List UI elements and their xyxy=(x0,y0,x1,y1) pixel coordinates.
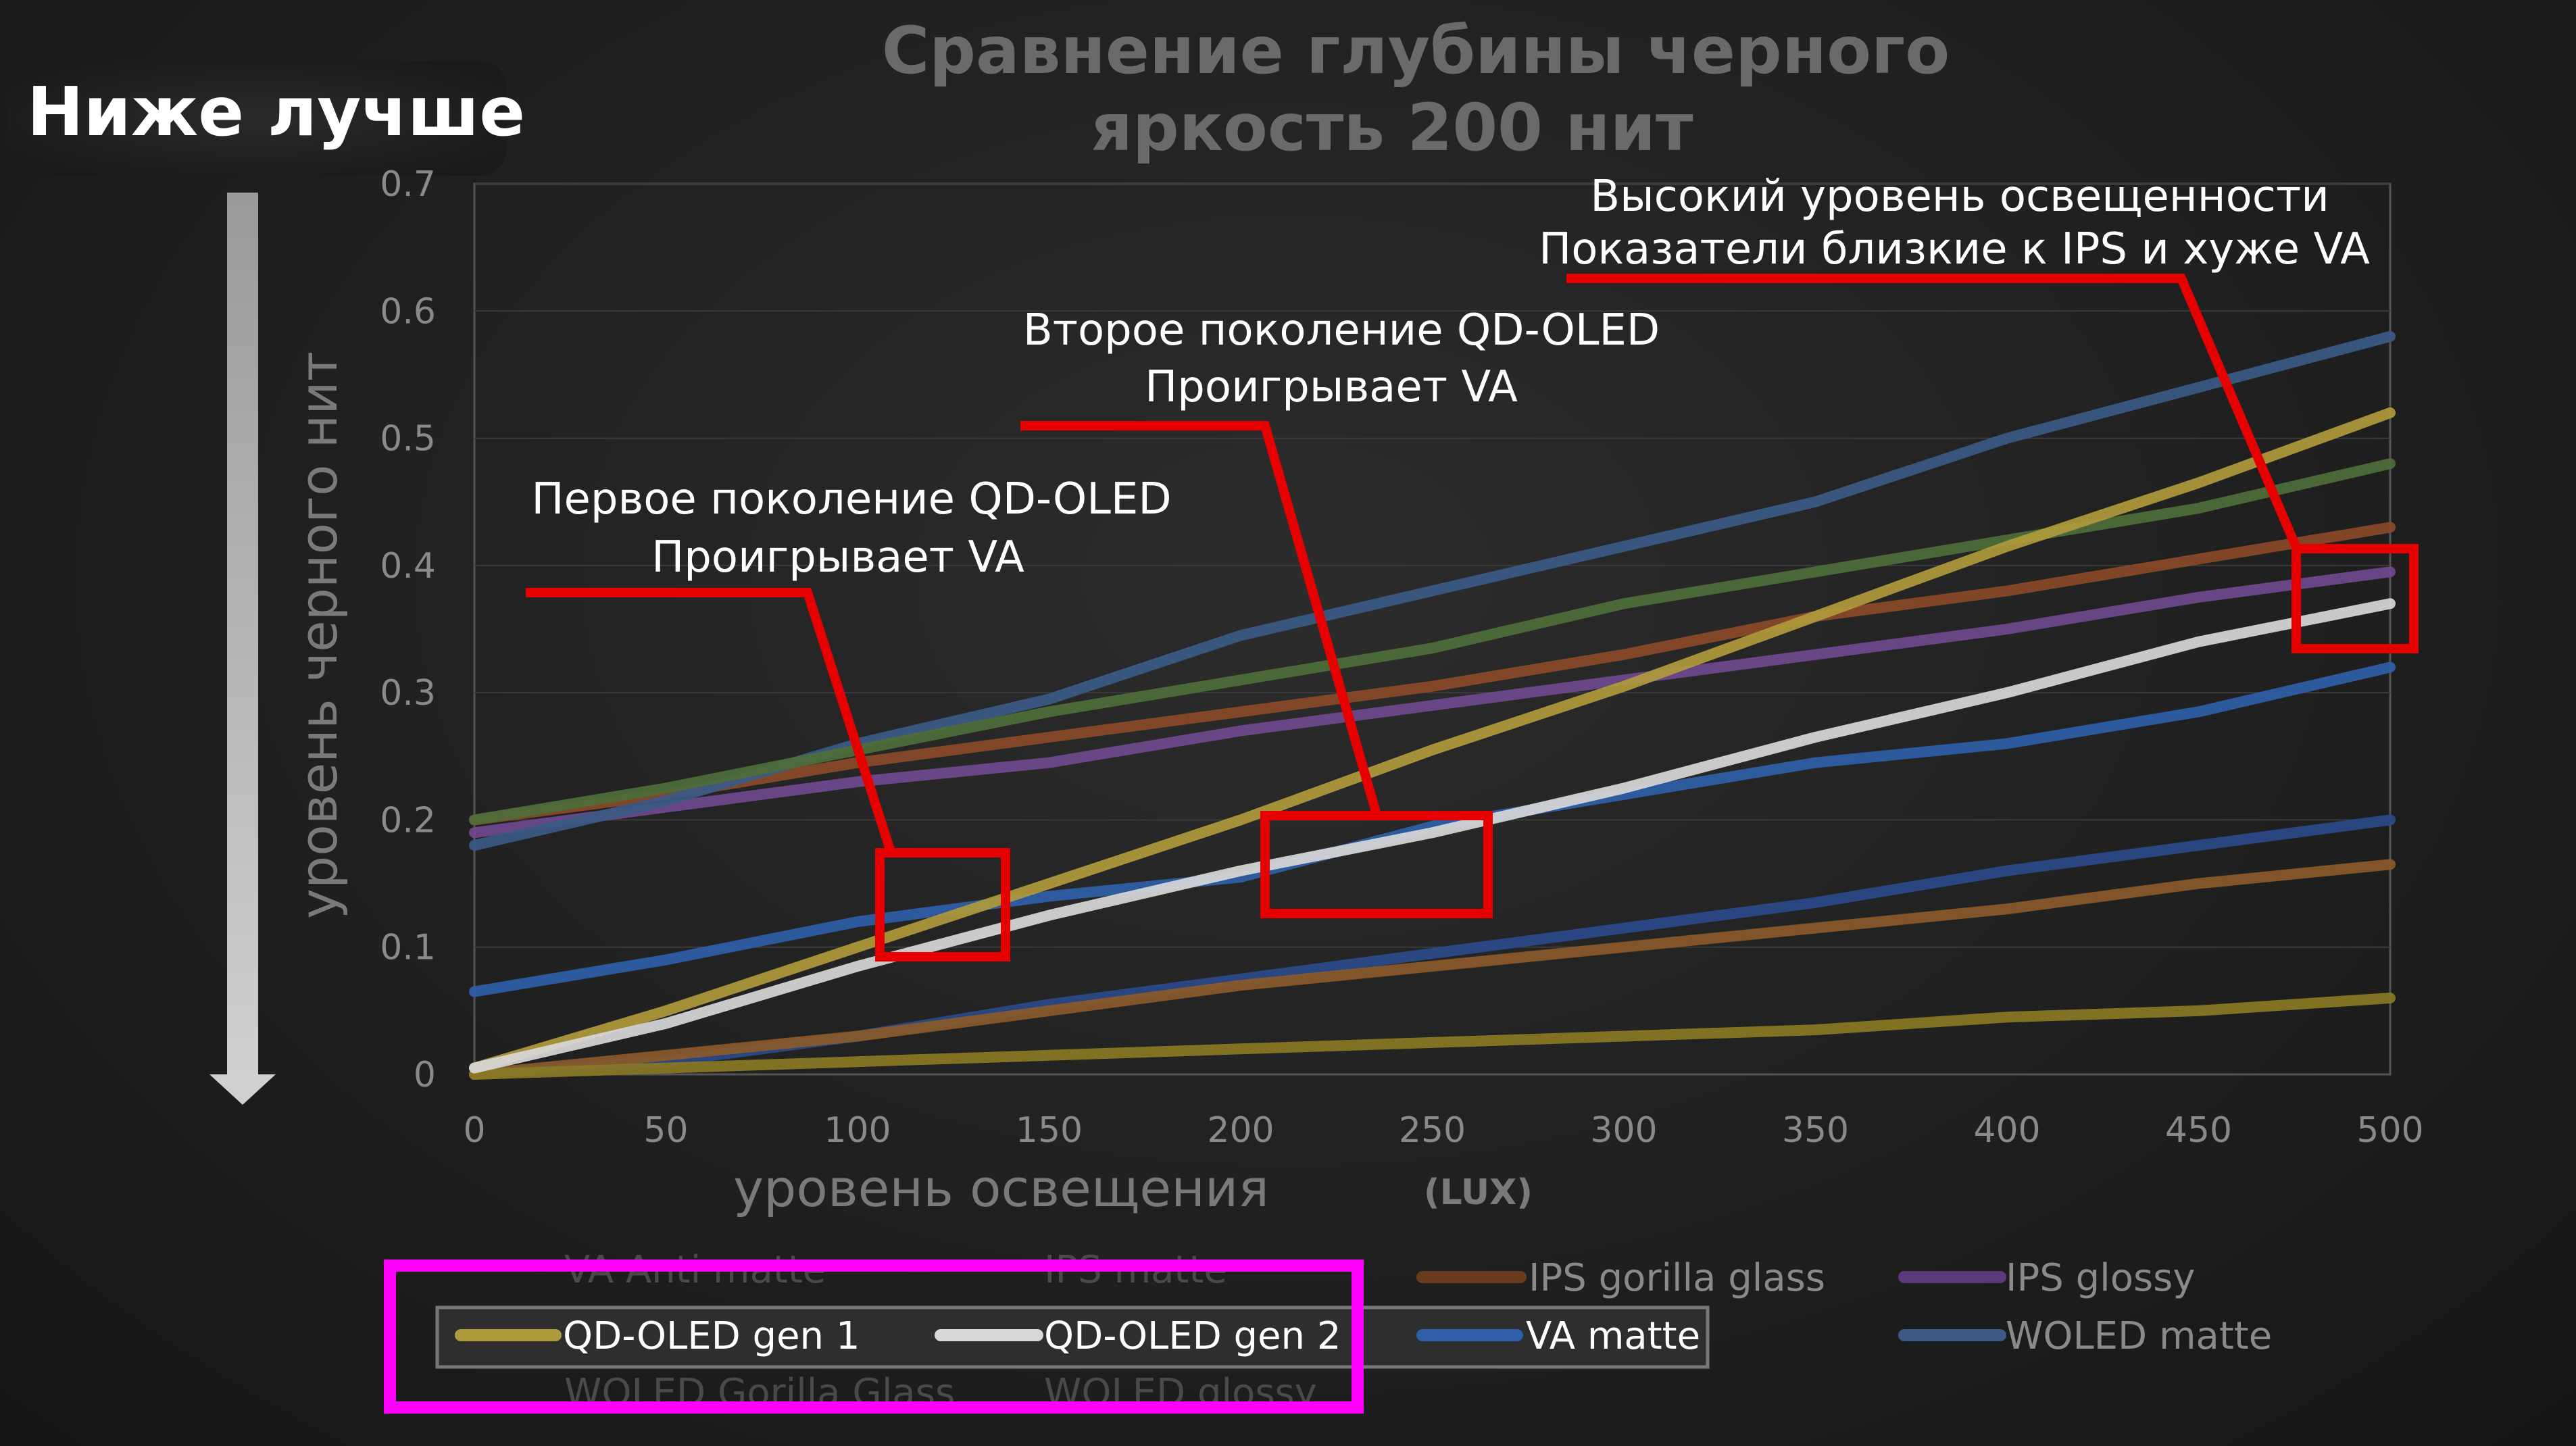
down-arrow-icon xyxy=(209,193,276,1105)
x-tick-label: 250 xyxy=(1399,1110,1466,1151)
series-lines xyxy=(469,330,2396,1080)
annotation-1-box xyxy=(875,848,1010,962)
series-line-unlabeled-7 xyxy=(469,993,2396,1080)
x-tick-label: 200 xyxy=(1207,1110,1274,1151)
x-axis-label: уровень освещения xyxy=(733,1158,1269,1218)
annotation-3-pointer xyxy=(1566,274,2301,549)
legend-label-ips-gorilla-glass: IPS gorilla glass xyxy=(1529,1256,1825,1300)
annotation-3-box xyxy=(2292,544,2419,653)
annotation-3-line-1: Высокий уровень освещенности xyxy=(1590,172,2329,222)
legend-label-va-matte: VA matte xyxy=(1526,1314,1700,1358)
annotation-1-line-1: Первое поколение QD-OLED xyxy=(531,474,1171,524)
annotation-2-line-1: Второе поколение QD-OLED xyxy=(1023,305,1660,355)
legend-label-qd-oled-gen-1: QD-OLED gen 1 xyxy=(563,1314,860,1358)
annotation-1-pointer xyxy=(526,588,895,853)
x-tick-label: 500 xyxy=(2356,1110,2423,1151)
annotation-2-box xyxy=(1260,811,1493,918)
x-axis-unit: (LUX) xyxy=(1424,1172,1533,1213)
legend-highlight-box xyxy=(384,1260,1364,1414)
chart-title-line-1: Сравнение глубины черного xyxy=(882,13,1950,89)
annotation-2-line-2: Проигрывает VA xyxy=(1145,362,1518,412)
series-line-qd-oled-gen-2 xyxy=(469,598,2396,1074)
y-tick-label: 0.6 xyxy=(380,291,436,332)
y-tick-label: 0 xyxy=(414,1055,436,1095)
y-tick-labels: 0 0.1 0.2 0.3 0.4 0.5 0.6 0.7 xyxy=(380,164,436,1095)
y-tick-label: 0.4 xyxy=(380,546,436,587)
x-tick-label: 450 xyxy=(2165,1110,2232,1151)
y-tick-label: 0.5 xyxy=(380,419,436,459)
series-line-unlabeled-6 xyxy=(469,859,2396,1080)
x-tick-label: 400 xyxy=(1973,1110,2040,1151)
y-tick-label: 0.2 xyxy=(380,800,436,841)
annotation-2-pointer xyxy=(1020,421,1381,816)
annotation-3-line-2: Показатели близкие к IPS и хуже VA xyxy=(1539,224,2370,274)
x-tick-labels: 0 50 100 150 200 250 300 350 400 450 500 xyxy=(463,1110,2423,1151)
legend-label-woled-matte: WOLED matte xyxy=(2006,1314,2272,1358)
y-tick-label: 0.7 xyxy=(380,164,436,205)
y-axis-label: уровень черного нит xyxy=(289,351,349,919)
x-tick-label: 50 xyxy=(643,1110,688,1151)
x-tick-label: 100 xyxy=(824,1110,891,1151)
x-tick-label: 0 xyxy=(463,1110,485,1151)
badge-text: Ниже лучше xyxy=(27,72,525,151)
legend: VA Anti matte IPS matte IPS gorilla glas… xyxy=(384,1248,2272,1415)
y-tick-label: 0.3 xyxy=(380,673,436,714)
x-tick-label: 300 xyxy=(1590,1110,1657,1151)
series-line-ips-gorilla-glass xyxy=(469,522,2396,826)
annotation-1-line-2: Проигрывает VA xyxy=(651,532,1024,582)
y-tick-label: 0.1 xyxy=(380,928,436,968)
x-tick-label: 350 xyxy=(1782,1110,1849,1151)
legend-label-ips-glossy: IPS glossy xyxy=(2006,1256,2196,1300)
series-line-qd-oled-gen-1 xyxy=(469,407,2396,1074)
series-line-va-matte xyxy=(469,662,2396,997)
series-line-ips-glossy xyxy=(469,566,2396,839)
legend-label-qd-oled-gen-2: QD-OLED gen 2 xyxy=(1044,1314,1341,1358)
chart-title-line-2: яркость 200 нит xyxy=(1091,90,1693,166)
badge-background xyxy=(7,61,507,176)
x-tick-label: 150 xyxy=(1016,1110,1083,1151)
